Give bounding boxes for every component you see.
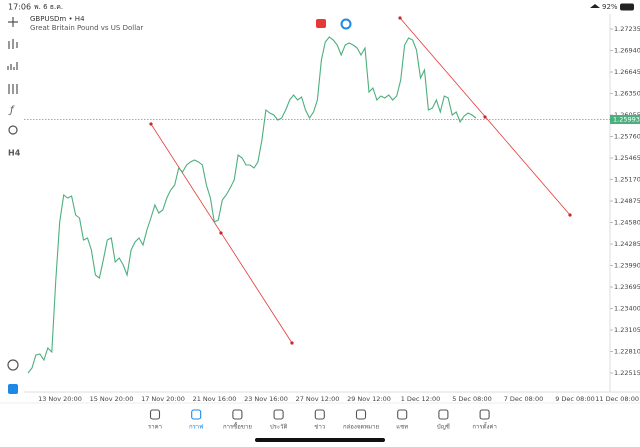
x-tick-label: 13 Nov 20:00 <box>38 395 82 403</box>
tab-icon[interactable] <box>397 409 408 420</box>
function-tool[interactable]: ƒ <box>8 105 15 116</box>
tab-label[interactable]: ประวัติ <box>270 424 288 431</box>
status-battery: 92% <box>602 3 618 11</box>
plot: 1.27235 1.26940 1.26645 1.26350 1.26055 1.257… <box>24 25 640 403</box>
trend-point <box>483 115 487 119</box>
y-tick-label: 1.24580 <box>614 219 640 227</box>
y-tick-label: 1.22810 <box>614 348 640 356</box>
x-tick-label: 27 Nov 12:00 <box>296 395 340 403</box>
tab-label[interactable]: การซื้อขาย <box>223 421 252 431</box>
objects-tool[interactable] <box>8 125 18 135</box>
tab-icon[interactable] <box>479 409 490 420</box>
tab-label[interactable]: ราคา <box>148 424 162 431</box>
symbol-description: Great Britain Pound vs US Dollar <box>30 24 143 32</box>
x-tick-label: 9 Dec 08:00 <box>555 395 595 403</box>
trend-point <box>149 122 153 126</box>
tab-icon[interactable] <box>232 409 243 420</box>
y-tick-label: 1.23400 <box>614 305 640 313</box>
symbol: GBPUSDm • H4 <box>30 15 85 23</box>
price-line <box>27 36 477 374</box>
y-tick-label: 1.23990 <box>614 262 640 270</box>
y-tick-label: 1.24285 <box>614 240 640 248</box>
tab-icon[interactable] <box>273 409 284 420</box>
indicator-tool[interactable] <box>7 62 18 70</box>
y-tick-label: 1.27235 <box>614 25 640 33</box>
tab-icon[interactable] <box>314 409 325 420</box>
y-tick-label: 1.25170 <box>614 176 640 184</box>
tab-label[interactable]: กล่องจดหมาย <box>343 424 379 431</box>
y-tick-label: 1.22515 <box>614 369 640 377</box>
tab-icon[interactable] <box>355 409 367 420</box>
x-tick-label: 21 Nov 16:00 <box>193 395 237 403</box>
trend-lines <box>149 16 572 345</box>
x-tick-label: 5 Dec 08:00 <box>452 395 492 403</box>
status-time: 17:06 <box>8 3 31 12</box>
tab-icon[interactable] <box>149 409 161 420</box>
left-toolbar: ƒ H4 <box>7 17 21 394</box>
timeframe-button[interactable]: H4 <box>8 149 21 158</box>
tab-label[interactable]: กราฟ <box>189 424 203 431</box>
settings-tool[interactable] <box>8 84 18 94</box>
buy-sell-button[interactable] <box>316 19 326 28</box>
x-tick-label: 11 Dec 08:00 <box>595 395 639 403</box>
x-tick-label: 23 Nov 16:00 <box>244 395 288 403</box>
tab-label[interactable]: บัญชี <box>437 423 450 431</box>
y-tick-label: 1.25465 <box>614 154 640 162</box>
tab-label[interactable]: แชท <box>396 424 408 431</box>
x-tick-label: 1 Dec 12:00 <box>401 395 441 403</box>
x-tick-label: 29 Nov 12:00 <box>347 395 391 403</box>
x-tick-label: 7 Dec 08:00 <box>504 395 544 403</box>
tab-label[interactable]: การตั้งค่า <box>472 421 496 431</box>
trend-point <box>290 341 294 345</box>
y-tick-label: 1.24875 <box>614 197 640 205</box>
tab-bar: ราคา กราฟ การซื้อขาย ประวัติ ข่าว กล่องจดหมาย… <box>148 409 497 431</box>
tab-label[interactable]: ข่าว <box>314 424 325 431</box>
trend-point <box>398 16 402 20</box>
x-tick-label: 17 Nov 20:00 <box>141 395 185 403</box>
y-tick-label: 1.26645 <box>614 68 640 76</box>
status-date: พ. 6 ธ.ค. <box>34 3 63 11</box>
battery-icon <box>620 3 634 11</box>
tab-icon[interactable] <box>438 409 449 420</box>
crosshair-tool[interactable] <box>8 17 18 27</box>
current-price-label: 1.25993 <box>613 116 640 124</box>
trend-point <box>568 213 572 217</box>
y-tick-label: 1.23695 <box>614 283 640 291</box>
y-tick-label: 1.26055 <box>614 111 640 119</box>
one-click-tool[interactable] <box>8 384 18 394</box>
trend-point <box>219 231 223 235</box>
tab-icon[interactable] <box>191 409 202 420</box>
trade-tool[interactable] <box>7 359 19 371</box>
y-tick-label: 1.23105 <box>614 326 640 334</box>
y-tick-label: 1.26940 <box>614 47 640 55</box>
wifi-icon <box>590 4 600 8</box>
chart-type-tool[interactable] <box>8 39 18 49</box>
y-tick-label: 1.26350 <box>614 90 640 98</box>
home-indicator <box>255 438 385 442</box>
current-price-box <box>610 115 640 125</box>
y-tick-label: 1.25760 <box>614 133 640 141</box>
x-tick-label: 15 Nov 20:00 <box>90 395 134 403</box>
trade-panel-button[interactable] <box>340 18 352 30</box>
